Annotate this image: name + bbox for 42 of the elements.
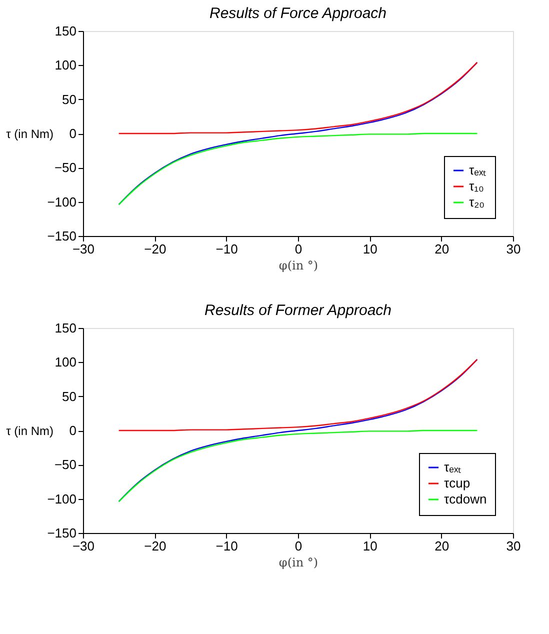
x-tick-label: 20 [434,538,450,554]
legend-label: τ₁₀ [469,178,484,194]
x-axis-title: φ(in °) [278,556,318,570]
x-tick-label: −30 [72,538,95,554]
x-tick-label: 0 [294,538,302,554]
y-tick-label: −100 [47,491,76,506]
x-tick-label: 20 [434,242,450,256]
x-tick-label: 30 [506,538,521,554]
x-tick-label: −30 [72,242,95,256]
x-tick-label: −10 [216,538,238,554]
y-tick-label: 0 [69,423,76,438]
chart-title: Results of Former Approach [204,302,392,319]
y-tick-label: 50 [62,388,76,404]
y-tick-label: 150 [54,24,76,38]
line-series [118,358,478,432]
x-tick-label: −20 [144,538,166,554]
y-tick-label: −100 [47,194,76,210]
y-axis-title: τ (in Nm) [6,424,54,438]
y-tick-label: 0 [69,126,76,141]
y-tick-label: −150 [47,228,76,244]
y-tick-label: 150 [54,320,76,336]
legend-label: τₑₓₜ [469,162,486,178]
x-tick-label: 0 [294,242,302,256]
y-tick-label: −150 [47,526,76,540]
y-tick-label: 50 [62,92,76,107]
x-tick-label: −10 [216,242,238,256]
legend-label: τ₂₀ [469,194,485,210]
line-series [118,62,478,134]
x-tick-label: 30 [506,242,521,256]
x-tick-label: 10 [362,242,378,256]
y-tick-label: 100 [54,58,76,73]
chart-title: Results of Force Approach [209,5,387,22]
x-axis-title: φ(in °) [278,258,318,272]
y-tick-label: 100 [54,354,76,370]
y-tick-label: −50 [54,457,76,472]
y-axis-title: τ (in Nm) [6,127,54,141]
x-tick-label: 10 [362,538,378,554]
legend-label: τₑₓₜ [444,460,462,474]
legend-label: τcdown [444,492,487,506]
legend-label: τcup [444,476,470,490]
x-tick-label: −20 [144,242,166,256]
y-tick-label: −50 [54,160,76,176]
